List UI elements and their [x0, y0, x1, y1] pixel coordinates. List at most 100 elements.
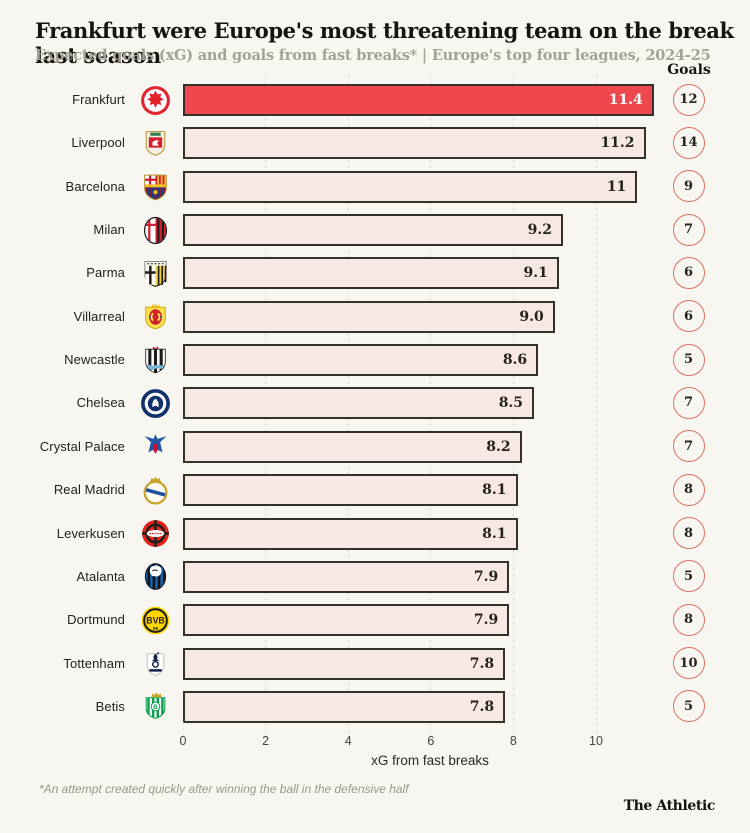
barcelona-crest-icon — [139, 170, 172, 203]
xg-value-label: 11.2 — [600, 135, 635, 152]
xg-value-label: 9.2 — [527, 222, 552, 239]
svg-text:B: B — [153, 704, 158, 711]
team-label-frankfurt: Frankfurt — [72, 92, 125, 107]
real-madrid-crest-icon — [139, 474, 172, 507]
team-label-dortmund: Dortmund — [67, 612, 125, 628]
goals-count: 9 — [683, 178, 694, 194]
goals-badge-liverpool: 14 — [672, 126, 705, 159]
goals-count: 5 — [683, 698, 694, 714]
goals-count: 8 — [683, 525, 694, 541]
dortmund-crest-icon: BVB 09 — [139, 604, 172, 637]
xg-value-label: 8.5 — [498, 395, 524, 412]
xg-bar-parma: 9.1 — [183, 257, 559, 290]
svg-text:09: 09 — [152, 625, 158, 630]
leverkusen-crest-icon — [139, 517, 172, 550]
publisher-credit: The Athletic — [623, 798, 716, 814]
goals-badge-barcelona: 9 — [672, 170, 705, 203]
xg-value-label: 9.0 — [519, 308, 544, 325]
team-label-liverpool: Liverpool — [71, 135, 125, 151]
goals-count: 8 — [683, 612, 694, 628]
xg-value-label: 7.8 — [469, 655, 495, 672]
gridline-x10 — [595, 76, 597, 736]
xg-value-label: 8.1 — [482, 482, 507, 499]
x-tick-label-8: 8 — [509, 734, 517, 748]
x-axis-title: xG from fast breaks — [371, 753, 489, 768]
xg-bar-betis: 7.8 — [183, 690, 506, 723]
team-label-atalanta: Atalanta — [76, 568, 125, 584]
xg-value-label: 7.9 — [473, 612, 499, 629]
xg-bar-chelsea: 8.5 — [183, 387, 535, 420]
goals-count: 12 — [679, 92, 698, 107]
goals-count: 8 — [683, 482, 694, 498]
liverpool-crest-icon — [139, 127, 172, 160]
xg-bar-atalanta: 7.9 — [183, 560, 510, 593]
xg-bar-dortmund: 7.9 — [183, 604, 510, 637]
goals-badge-betis: 5 — [672, 690, 705, 723]
villarreal-crest-icon — [139, 300, 172, 333]
xg-value-label: 7.8 — [469, 698, 495, 715]
svg-text:BVB: BVB — [146, 615, 164, 625]
xg-bar-real-madrid: 8.1 — [183, 474, 518, 507]
goals-count: 10 — [679, 655, 698, 671]
xg-value-label: 8.1 — [482, 525, 507, 542]
x-tick-label-10: 10 — [589, 734, 603, 748]
x-tick-label-2: 2 — [262, 734, 270, 748]
footnote-text: *An attempt created quickly after winnin… — [39, 782, 409, 796]
goals-column-header: Goals — [667, 62, 711, 78]
xg-bar-crystal-palace: 8.2 — [183, 430, 522, 463]
chart-title: Frankfurt were Europe's most threatening… — [35, 18, 734, 68]
team-label-milan: Milan — [93, 222, 125, 238]
goals-badge-real-madrid: 8 — [672, 473, 705, 506]
xg-bar-milan: 9.2 — [183, 214, 563, 247]
team-label-parma: Parma — [86, 265, 125, 281]
goals-count: 6 — [683, 308, 694, 324]
xg-bar-tottenham: 7.8 — [183, 647, 506, 680]
chelsea-crest-icon — [139, 387, 172, 420]
team-label-crystal-palace: Crystal Palace — [39, 438, 125, 454]
xg-bar-liverpool: 11.2 — [183, 127, 646, 160]
x-tick-label-6: 6 — [427, 734, 435, 748]
team-label-betis: Betis — [95, 698, 125, 714]
x-tick-label-0: 0 — [179, 734, 187, 748]
team-label-villarreal: Villarreal — [73, 308, 125, 324]
goals-badge-villarreal: 6 — [672, 300, 705, 333]
goals-badge-frankfurt: 12 — [672, 83, 705, 116]
betis-crest-icon: B — [139, 690, 172, 723]
xg-bar-frankfurt: 11.4 — [183, 84, 654, 116]
xg-bar-barcelona: 11 — [183, 170, 638, 203]
xg-bar-villarreal: 9.0 — [183, 300, 555, 333]
crystal-palace-crest-icon — [139, 430, 172, 463]
xg-value-label: 11 — [606, 178, 627, 195]
team-label-chelsea: Chelsea — [76, 395, 125, 411]
xg-value-label: 8.6 — [502, 352, 528, 369]
xg-value-label: 9.1 — [523, 265, 548, 282]
xg-bar-newcastle: 8.6 — [183, 344, 539, 377]
parma-crest-icon — [139, 257, 172, 290]
tick-mark-x0 — [182, 722, 184, 735]
xg-value-label: 7.9 — [473, 568, 499, 585]
goals-badge-crystal-palace: 7 — [672, 430, 705, 463]
goals-badge-leverkusen: 8 — [672, 517, 705, 549]
team-label-tottenham: Tottenham — [63, 655, 125, 671]
chart-subtitle: Expected goals (xG) and goals from fast … — [35, 47, 711, 64]
goals-badge-chelsea: 7 — [672, 386, 705, 419]
team-label-real-madrid: Real Madrid — [53, 482, 125, 498]
team-label-leverkusen: Leverkusen — [56, 525, 125, 541]
goals-count: 5 — [683, 568, 694, 584]
goals-badge-tottenham: 10 — [672, 647, 705, 680]
team-label-newcastle: Newcastle — [64, 352, 125, 368]
goals-count: 7 — [683, 222, 694, 238]
goals-count: 14 — [679, 135, 698, 151]
x-tick-label-4: 4 — [344, 734, 352, 748]
goals-badge-milan: 7 — [672, 213, 705, 246]
goals-badge-dortmund: 8 — [672, 603, 705, 636]
goals-count: 5 — [683, 352, 694, 368]
xg-value-label: 8.2 — [486, 438, 511, 455]
newcastle-crest-icon — [139, 344, 172, 377]
goals-count: 7 — [683, 395, 694, 411]
atalanta-crest-icon — [139, 560, 172, 593]
xg-value-label: 11.4 — [608, 92, 643, 108]
milan-crest-icon — [139, 214, 172, 247]
xg-bar-leverkusen: 8.1 — [183, 517, 518, 550]
